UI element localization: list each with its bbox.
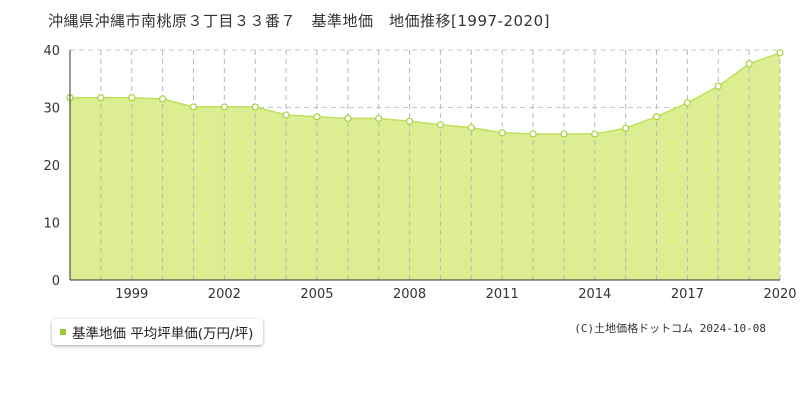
y-tick-label: 0 (52, 274, 60, 289)
data-point (344, 114, 352, 123)
x-tick-label: 1999 (115, 287, 148, 302)
data-point (683, 99, 691, 107)
data-point (128, 94, 136, 102)
x-tick-label: 2017 (671, 287, 704, 302)
y-tick-label: 10 (43, 217, 60, 232)
data-point (375, 114, 383, 123)
series-area (70, 52, 780, 280)
x-tick-label: 2014 (578, 287, 611, 302)
x-tick-labels: 1999 2002 2005 2008 2011 2014 2017 2020 (115, 287, 796, 302)
legend-label: 基準地価 平均坪単価(万円/坪) (72, 326, 254, 342)
data-point (436, 121, 445, 129)
data-point (714, 82, 722, 90)
legend-swatch (60, 329, 66, 335)
x-tick-label: 2008 (393, 287, 426, 302)
legend: 基準地価 平均坪単価(万円/坪) (52, 319, 264, 345)
data-point (405, 117, 414, 125)
x-tick-label: 2005 (300, 287, 333, 302)
y-tick-label: 30 (43, 102, 60, 117)
chart-title: 沖縄県沖縄市南桃原３丁目３３番７ 基準地価 地価推移[1997-2020] (48, 12, 550, 30)
data-point (97, 94, 105, 102)
x-tick-label: 2002 (208, 287, 241, 302)
copyright-text: (C)土地価格ドットコム 2024-10-08 (574, 322, 766, 335)
vertical-grid-lines (100, 50, 781, 280)
data-point (220, 103, 228, 111)
x-tick-label: 2020 (763, 287, 796, 302)
series-line (70, 52, 781, 135)
data-point (622, 124, 630, 132)
y-tick-label: 20 (43, 159, 60, 174)
y-tick-labels: 0 10 20 30 40 (43, 44, 60, 289)
y-tick-label: 40 (43, 44, 60, 59)
data-point (498, 129, 506, 137)
data-point (591, 130, 599, 138)
data-point (467, 124, 475, 132)
data-point (652, 113, 661, 121)
data-point (529, 130, 537, 138)
data-point (189, 103, 198, 111)
data-point (560, 130, 568, 138)
data-point (282, 111, 290, 119)
data-point (251, 103, 259, 111)
x-tick-label: 2011 (486, 287, 519, 302)
series-points (66, 49, 784, 138)
data-point (313, 113, 321, 121)
data-point (745, 60, 753, 68)
data-point (159, 95, 167, 103)
data-point (776, 49, 784, 57)
